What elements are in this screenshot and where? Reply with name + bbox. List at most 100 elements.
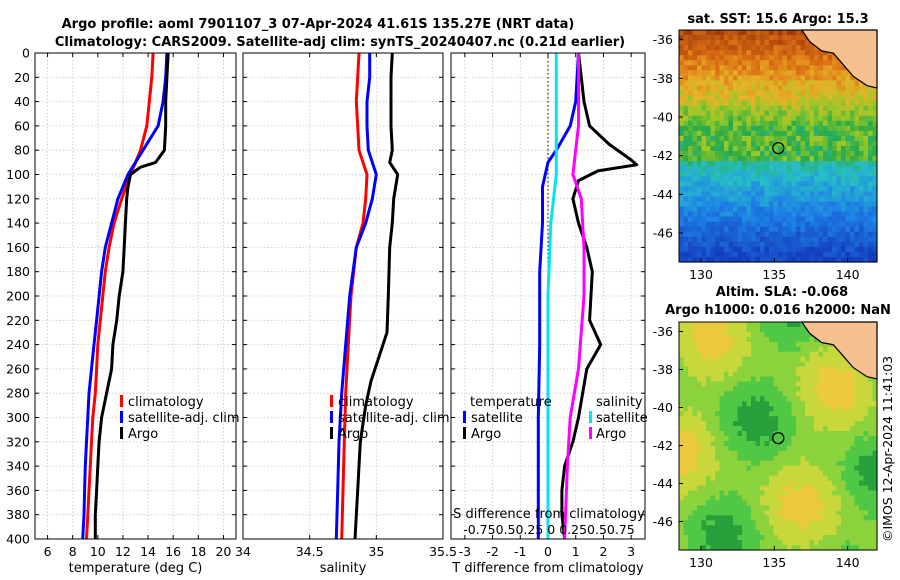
heatmap-cell <box>760 30 766 36</box>
heatmap-cell <box>733 540 739 546</box>
heatmap-cell <box>764 331 770 338</box>
heatmap-cell <box>778 85 784 92</box>
heatmap-cell <box>724 211 730 218</box>
heatmap-cell <box>863 120 869 127</box>
heatmap-cell <box>737 231 743 238</box>
heatmap-cell <box>854 480 860 487</box>
heatmap-cell <box>733 156 739 162</box>
heatmap-cell <box>796 396 802 402</box>
heatmap-cell <box>791 181 797 187</box>
heatmap-cell <box>751 186 757 192</box>
heatmap-cell <box>737 545 743 551</box>
heatmap-cell <box>818 211 824 218</box>
heatmap-cell <box>697 216 703 223</box>
heatmap-cell <box>683 120 689 127</box>
heatmap-cell <box>796 231 802 238</box>
heatmap-cell <box>701 236 707 243</box>
heatmap-cell <box>769 156 775 162</box>
heatmap-cell <box>850 135 856 142</box>
heatmap-cell <box>841 85 847 92</box>
heatmap-cell <box>742 206 748 213</box>
heatmap-cell <box>832 426 838 432</box>
heatmap-cell <box>832 475 838 482</box>
heatmap-cell <box>733 361 739 368</box>
heatmap-cell <box>832 421 838 427</box>
heatmap-cell <box>688 70 694 76</box>
y-tick-label: 340 <box>6 459 30 474</box>
heatmap-cell <box>769 130 775 137</box>
heatmap-cell <box>746 336 752 343</box>
heatmap-cell <box>863 530 869 536</box>
heatmap-cell <box>701 135 707 142</box>
heatmap-cell <box>715 525 721 531</box>
heatmap-cell <box>796 416 802 422</box>
heatmap-cell <box>683 166 689 172</box>
heatmap-cell <box>755 431 761 437</box>
heatmap-cell <box>796 201 802 208</box>
heatmap-cell <box>751 70 757 76</box>
heatmap-cell <box>751 510 757 516</box>
heatmap-cell <box>746 381 752 388</box>
heatmap-cell <box>841 545 847 551</box>
heatmap-cell <box>692 445 698 452</box>
heatmap-cell <box>854 80 860 86</box>
heatmap-cell <box>791 540 797 546</box>
heatmap-cell <box>778 50 784 56</box>
heatmap-cell <box>827 540 833 546</box>
heatmap-cell <box>845 530 851 536</box>
heatmap-cell <box>796 431 802 437</box>
heatmap-cell <box>859 520 865 526</box>
heatmap-cell <box>692 100 698 107</box>
heatmap-cell <box>697 80 703 86</box>
heatmap-cell <box>823 251 829 258</box>
heatmap-cell <box>737 381 743 388</box>
heatmap-cell <box>841 426 847 432</box>
heatmap-cell <box>724 351 730 358</box>
heatmap-cell <box>679 406 685 412</box>
heatmap-cell <box>715 371 721 378</box>
heatmap-cell <box>818 120 824 127</box>
heatmap-cell <box>733 327 739 333</box>
heatmap-cell <box>701 241 707 248</box>
heatmap-cell <box>836 396 842 402</box>
heatmap-cell <box>692 376 698 383</box>
heatmap-cell <box>782 520 788 526</box>
heatmap-cell <box>764 485 770 492</box>
heatmap-cell <box>823 510 829 516</box>
heatmap-cell <box>859 450 865 457</box>
heatmap-cell <box>778 485 784 492</box>
heatmap-cell <box>692 396 698 402</box>
heatmap-cell <box>679 30 685 36</box>
heatmap-cell <box>728 110 734 117</box>
heatmap-cell <box>728 460 734 467</box>
heatmap-cell <box>728 226 734 233</box>
heatmap-cell <box>823 450 829 457</box>
difference-panel: -3 -2 -1 0 1 2 3T difference from climatology <box>450 52 646 576</box>
heatmap-cell <box>809 146 815 152</box>
heatmap-cell <box>850 241 856 248</box>
heatmap-cell <box>787 176 793 182</box>
heatmap-cell <box>832 181 838 187</box>
heatmap-cell <box>733 206 739 213</box>
heatmap-cell <box>679 455 685 462</box>
heatmap-cell <box>701 35 707 41</box>
heatmap-cell <box>746 431 752 437</box>
heatmap-cell <box>769 396 775 402</box>
heatmap-cell <box>841 436 847 442</box>
heatmap-cell <box>719 450 725 457</box>
heatmap-cell <box>782 251 788 258</box>
heatmap-cell <box>715 361 721 368</box>
heatmap-cell <box>854 125 860 132</box>
heatmap-cell <box>742 75 748 81</box>
heatmap-cell <box>827 490 833 497</box>
heatmap-cell <box>805 396 811 402</box>
heatmap-cell <box>845 130 851 137</box>
heatmap-cell <box>746 460 752 467</box>
heatmap-cell <box>863 100 869 107</box>
heatmap-cell <box>800 500 806 506</box>
heatmap-cell <box>845 500 851 506</box>
heatmap-cell <box>701 460 707 467</box>
heatmap-cell <box>863 470 869 477</box>
heatmap-cell <box>746 416 752 422</box>
heatmap-cell <box>868 110 874 117</box>
